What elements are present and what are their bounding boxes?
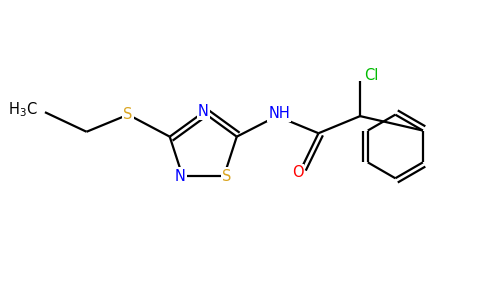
Text: NH: NH: [269, 106, 290, 121]
Text: S: S: [123, 107, 133, 122]
Text: O: O: [292, 165, 303, 180]
Text: S: S: [222, 169, 231, 184]
Text: N: N: [198, 104, 209, 119]
Text: Cl: Cl: [364, 68, 378, 83]
Text: N: N: [175, 169, 185, 184]
Text: H$_3$C: H$_3$C: [8, 100, 38, 119]
